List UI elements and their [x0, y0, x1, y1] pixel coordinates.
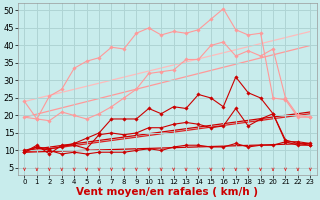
X-axis label: Vent moyen/en rafales ( km/h ): Vent moyen/en rafales ( km/h ) [76, 187, 258, 197]
